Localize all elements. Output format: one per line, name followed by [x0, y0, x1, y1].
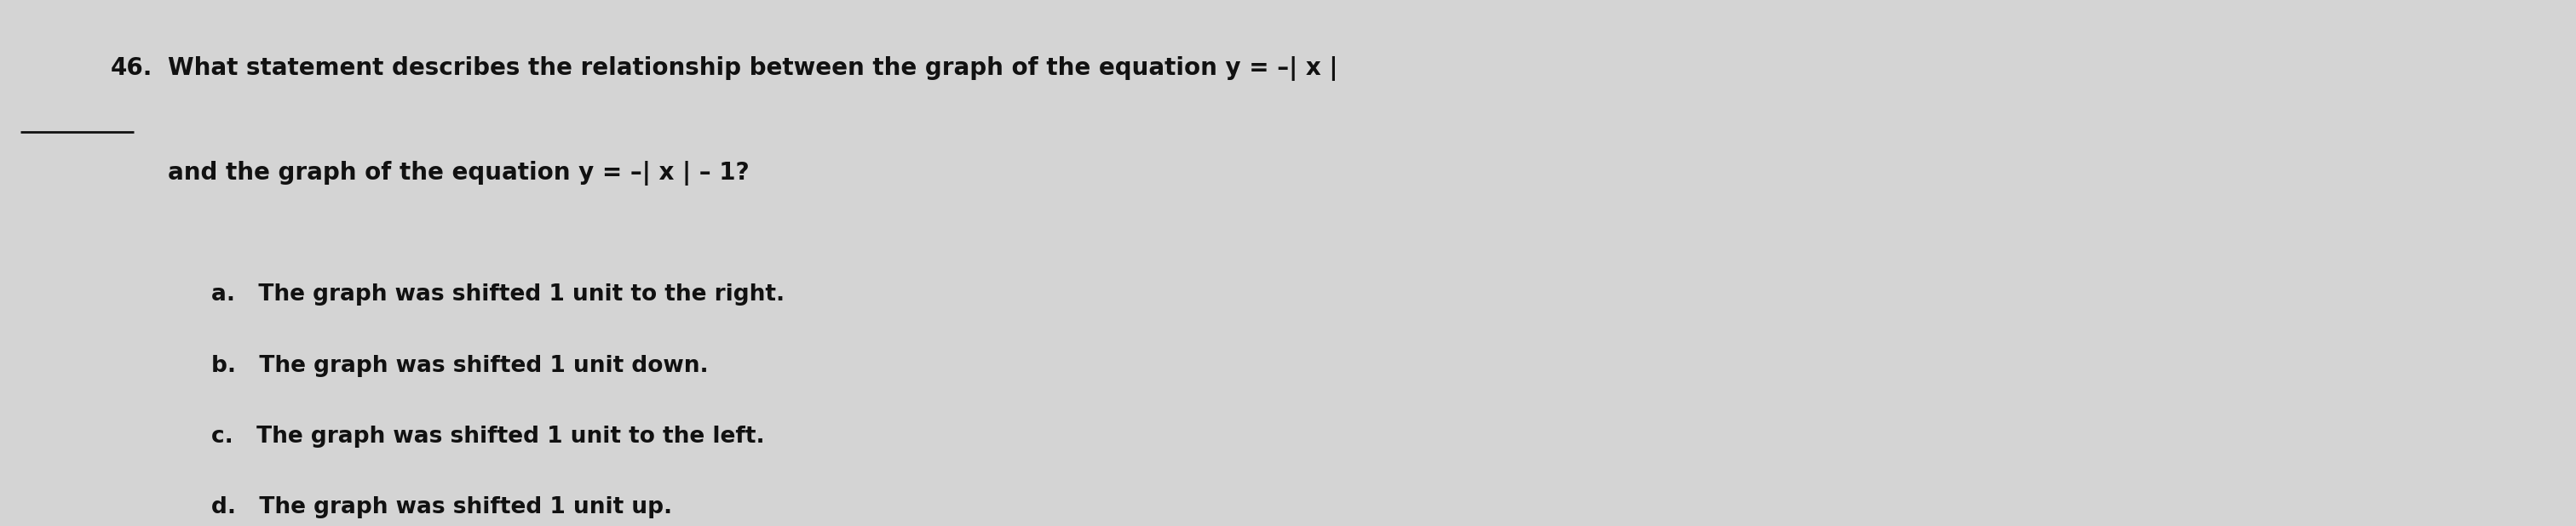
Text: b.   The graph was shifted 1 unit down.: b. The graph was shifted 1 unit down. — [211, 355, 708, 377]
Text: 46.: 46. — [111, 56, 152, 80]
Text: a.   The graph was shifted 1 unit to the right.: a. The graph was shifted 1 unit to the r… — [211, 284, 786, 306]
Text: and the graph of the equation y = –| x | – 1?: and the graph of the equation y = –| x |… — [167, 161, 750, 186]
Text: d.   The graph was shifted 1 unit up.: d. The graph was shifted 1 unit up. — [211, 497, 672, 519]
Text: c.   The graph was shifted 1 unit to the left.: c. The graph was shifted 1 unit to the l… — [211, 426, 765, 448]
Text: What statement describes the relationship between the graph of the equation y = : What statement describes the relationshi… — [167, 56, 1337, 80]
